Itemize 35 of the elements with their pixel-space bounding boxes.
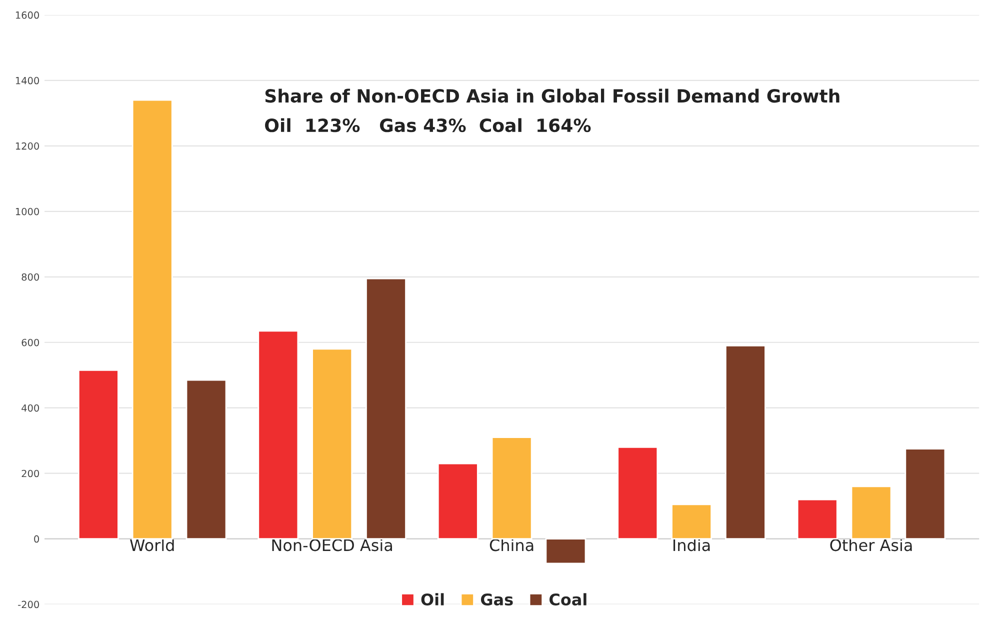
- x-tick-label: World: [130, 538, 174, 552]
- y-tick-label: 1400: [16, 76, 39, 84]
- legend-label: Gas: [480, 593, 513, 606]
- y-tick-label: -200: [18, 600, 39, 608]
- x-tick-label: China: [490, 538, 534, 552]
- y-tick-label: 1600: [16, 11, 39, 19]
- bar: [312, 348, 353, 540]
- y-tick-label: 600: [22, 338, 39, 346]
- bar: [545, 538, 586, 564]
- bar: [78, 370, 119, 540]
- y-tick-label: 200: [22, 470, 39, 478]
- legend-label: Coal: [550, 593, 586, 606]
- y-tick-label: 800: [22, 273, 39, 281]
- bar: [491, 436, 532, 540]
- bar: [186, 379, 227, 540]
- y-tick-label: 400: [22, 404, 39, 412]
- bar: [366, 278, 406, 540]
- bar: [437, 462, 478, 540]
- bar: [258, 330, 299, 540]
- y-tick-label: 0: [34, 535, 39, 543]
- bar: [724, 344, 766, 540]
- legend-label: Oil: [421, 593, 444, 606]
- y-tick-label: 1000: [16, 208, 39, 216]
- bar: [132, 99, 173, 540]
- bar: [617, 446, 658, 540]
- x-tick-label: India: [674, 538, 710, 552]
- annotation: Share of Non-OECD Asia in Global Fossil Demand Growth: [265, 88, 840, 103]
- bar: [904, 448, 946, 540]
- x-tick-label: Other Asia: [830, 538, 912, 552]
- x-tick-label: Non-OECD Asia: [272, 538, 392, 552]
- annotation: Oil 123% Gas 43% Coal 164%: [265, 118, 591, 132]
- bar: [850, 486, 892, 540]
- y-tick-label: 1200: [16, 142, 39, 150]
- bar: [796, 498, 838, 540]
- bar: [671, 504, 712, 540]
